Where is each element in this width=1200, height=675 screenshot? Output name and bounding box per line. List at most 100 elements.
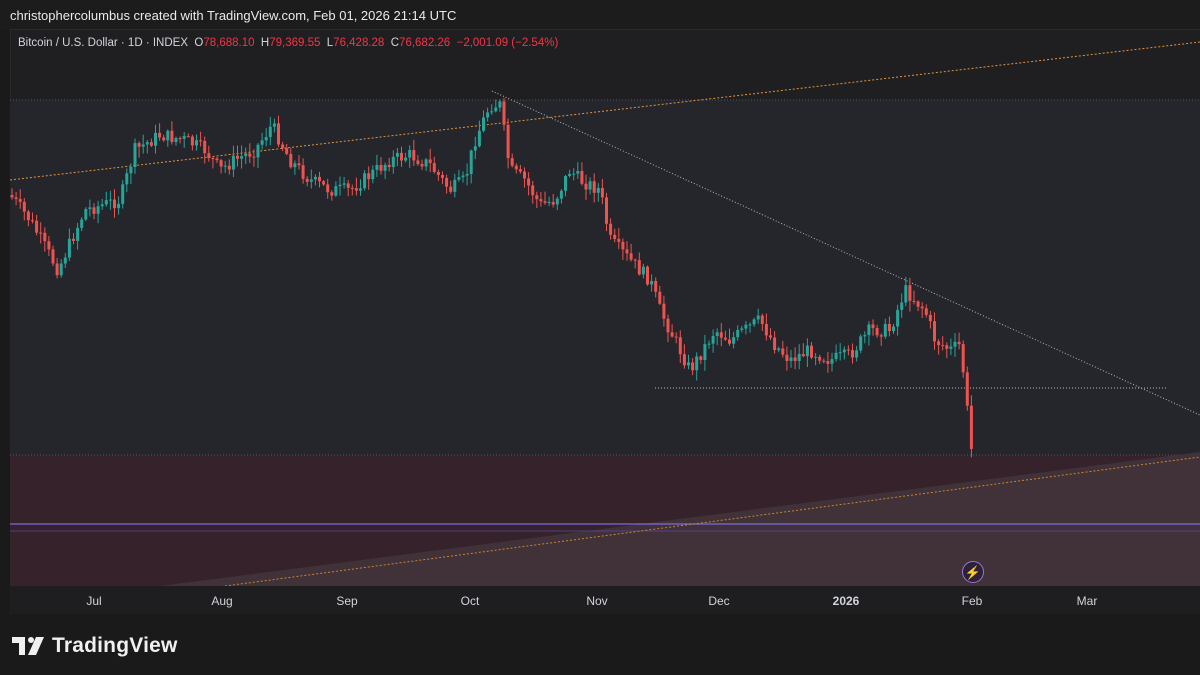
candle-body <box>879 335 883 337</box>
candle-body <box>113 199 116 209</box>
candle-body <box>424 159 428 167</box>
candle-body <box>756 315 760 320</box>
candle-body <box>732 337 736 344</box>
candle-body <box>281 144 285 149</box>
candle-body <box>916 301 920 307</box>
candle-body <box>715 332 719 337</box>
candle-body <box>117 203 121 209</box>
candle-body <box>543 201 547 203</box>
lightning-bolt-icon[interactable]: ⚡ <box>962 561 984 583</box>
candle-body <box>371 169 375 180</box>
descending-trendline <box>491 90 1200 416</box>
candle-body <box>510 158 514 166</box>
x-tick-sep: Sep <box>336 594 358 608</box>
candle-body <box>625 249 629 254</box>
candle-body <box>953 341 957 347</box>
candle-body <box>449 186 453 192</box>
candle-body <box>453 179 457 192</box>
candle-body <box>912 300 916 302</box>
candle-body <box>666 318 670 333</box>
x-tick-oct: Oct <box>460 594 480 608</box>
candle-body <box>190 136 194 146</box>
candle-body <box>14 197 18 200</box>
candle-body <box>887 323 891 332</box>
x-axis[interactable]: Jul Aug Sep Oct Nov Dec 2026 Feb Mar <box>10 586 1200 613</box>
candle-body <box>748 324 752 326</box>
candle-body <box>379 165 383 171</box>
candle-body <box>408 150 412 158</box>
candle-body <box>859 336 863 351</box>
candle-body <box>896 309 900 327</box>
lighter-wedge <box>160 452 1200 586</box>
candle-body <box>383 164 387 171</box>
open-label: O <box>194 37 204 49</box>
footer <box>0 614 1200 675</box>
candle-body <box>391 156 395 168</box>
candle-body <box>182 136 186 139</box>
candle-body <box>395 152 399 157</box>
candle-body <box>445 177 449 187</box>
candle-body <box>158 132 162 138</box>
candle-body <box>617 238 621 242</box>
candle-body <box>231 155 235 170</box>
candle-body <box>219 160 223 167</box>
candle-body <box>293 163 297 168</box>
candle-body <box>346 183 350 188</box>
high-label: H <box>260 37 270 49</box>
candle-body <box>523 171 526 179</box>
candle-body <box>92 207 96 214</box>
candle-body <box>781 348 785 355</box>
candle-body <box>547 201 551 203</box>
candle-body <box>793 357 797 361</box>
candle-body <box>18 199 22 202</box>
candle-body <box>613 234 617 239</box>
candle-body <box>900 302 904 310</box>
candle-body <box>777 348 781 351</box>
candle-body <box>699 356 703 360</box>
candle-body <box>818 356 822 361</box>
candle-body <box>535 195 539 200</box>
candle-body <box>354 188 358 191</box>
price-chart[interactable] <box>10 30 1200 586</box>
x-tick-mar: Mar <box>1076 594 1098 608</box>
candle-body <box>318 176 321 182</box>
candle-body <box>145 142 149 145</box>
candle-body <box>633 259 637 261</box>
candle-body <box>387 164 391 168</box>
candle-body <box>752 319 756 325</box>
candle-body <box>96 206 100 214</box>
candle-body <box>584 183 588 190</box>
close-value: 76,682.26 <box>399 37 451 49</box>
candle-body <box>76 227 80 241</box>
candle-body <box>26 211 30 221</box>
candle-body <box>240 156 244 159</box>
candle-body <box>490 111 494 113</box>
candle-body <box>63 257 67 264</box>
candle-body <box>559 190 563 199</box>
x-tick-dec: Dec <box>708 594 730 608</box>
candle-body <box>539 199 543 202</box>
header-text: christophercolumbus created with Trading… <box>10 8 457 23</box>
candle-body <box>400 152 403 161</box>
candle-body <box>174 138 178 143</box>
candle-body <box>498 101 502 108</box>
candle-body <box>937 341 941 346</box>
candle-body <box>47 241 51 250</box>
symbol-name: Bitcoin / U.S. Dollar · 1D · INDEX <box>18 37 188 49</box>
candle-body <box>67 238 71 258</box>
low-label: L <box>326 37 334 49</box>
candle-body <box>662 303 666 319</box>
candle-body <box>514 165 518 170</box>
candle-body <box>10 195 14 198</box>
x-tick-jul: Jul <box>86 594 102 608</box>
candle-body <box>564 175 567 191</box>
candle-body <box>297 163 301 166</box>
candle-body <box>264 137 268 141</box>
candle-body <box>154 132 157 146</box>
candle-body <box>457 177 461 180</box>
candle-body <box>55 263 59 276</box>
candle-body <box>88 207 92 210</box>
candle-body <box>797 353 801 361</box>
candle-body <box>924 308 928 315</box>
tradingview-logo[interactable]: TradingView <box>12 634 178 658</box>
